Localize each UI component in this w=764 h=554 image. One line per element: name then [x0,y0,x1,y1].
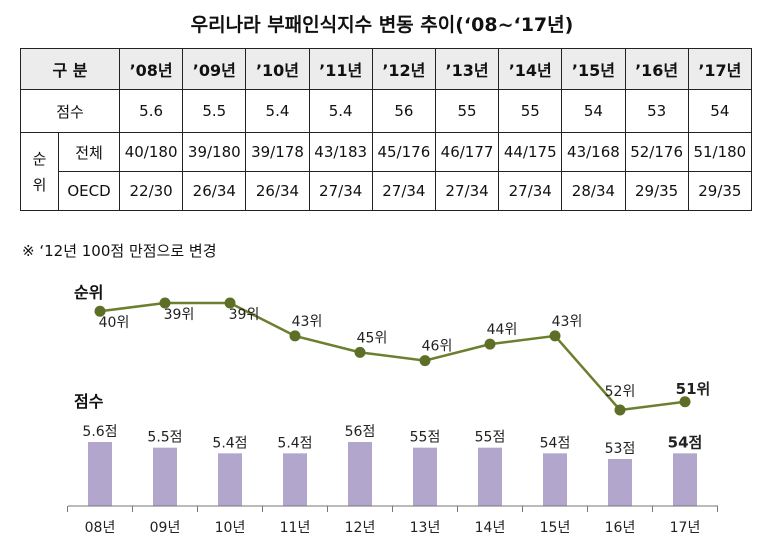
rank-label: 43위 [552,314,583,330]
rank-label: 45위 [357,330,388,346]
rank-line [99,301,686,412]
bar [283,453,307,506]
overall-label: 전체 [57,132,121,172]
rank-label: 51위 [676,380,711,398]
year-header: ’11년 [308,48,373,90]
bar-label: 55점 [475,430,506,446]
score-cell: 53 [624,89,689,133]
x-tick-label: 08년 [85,520,116,536]
rank-label: 39위 [164,307,195,323]
rank-label: 52위 [605,384,636,400]
overall-cell: 43/168 [561,132,626,172]
year-header: ’13년 [434,48,500,90]
rank-label-char: 위 [32,175,47,194]
oecd-cell: 27/34 [434,171,500,211]
overall-cell: 46/177 [434,132,500,172]
x-tick-label: 09년 [150,520,181,536]
score-cell: 5.4 [308,89,373,133]
x-tick-label: 10년 [215,520,246,536]
bar-label: 5.4점 [277,435,312,451]
rank-point [679,396,691,408]
line-series-title: 순위 [74,283,103,302]
bar [153,447,177,506]
table-row: OECD 22/30 26/34 26/34 27/34 27/34 27/34… [21,171,753,211]
rank-label: 43위 [292,314,323,330]
x-tick-label: 16년 [605,520,636,536]
bar-series-title: 점수 [74,392,104,411]
note-text: ※ ‘12년 100점 만점으로 변경 [22,242,217,260]
score-cell: 5.6 [119,89,184,133]
oecd-cell: 28/34 [561,171,626,211]
year-header: ’15년 [561,48,626,90]
oecd-cell: 27/34 [498,171,563,211]
rank-point [289,330,301,342]
year-header: ’17년 [687,48,753,90]
score-cell: 54 [561,89,626,133]
year-header: ’09년 [182,48,247,90]
overall-cell: 39/178 [245,132,310,172]
overall-cell: 52/176 [624,132,689,172]
bar [608,459,632,506]
overall-cell: 40/180 [119,132,184,172]
bar-label: 55점 [410,430,441,446]
rank-point [549,330,561,342]
oecd-cell: 27/34 [371,171,436,211]
bar-label: 5.5점 [147,430,182,446]
x-tick-label: 13년 [410,520,441,536]
rank-label: 40위 [99,315,130,331]
oecd-cell: 26/34 [182,171,247,211]
bar-label: 5.4점 [212,435,247,451]
ranking-table: 구 분 ’08년 ’09년 ’10년 ’11년 ’12년 ’13년 ’14년 ’… [19,48,753,211]
x-tick-label: 12년 [345,520,376,536]
rank-label: 39위 [229,307,260,323]
rank-point [224,297,236,309]
rank-label-char: 순 [32,149,47,168]
bar-label: 53점 [605,441,636,457]
x-tick-label: 17년 [670,520,701,536]
bar [88,442,112,506]
bar-label: 5.6점 [82,424,117,440]
oecd-cell: 29/35 [624,171,689,211]
bar [478,447,502,506]
overall-cell: 51/180 [687,132,753,172]
bar-label: 54점 [540,435,571,451]
bar [543,453,567,506]
rank-point [94,305,106,317]
rank-point [354,346,366,358]
year-header: ’16년 [624,48,689,90]
table-row: 순 위 전체 40/180 39/180 39/178 43/183 45/17… [20,132,753,211]
rank-point [419,355,431,367]
year-header: ’14년 [498,48,563,90]
year-header: ’10년 [245,48,310,90]
bar-label: 56점 [345,424,376,440]
overall-cell: 39/180 [182,132,247,172]
year-header: ’08년 [119,48,184,90]
rank-label: 44위 [487,322,518,338]
oecd-label: OECD [57,171,121,211]
rank-point [614,404,626,416]
page-title: 우리나라 부패인식지수 변동 추이(‘08~‘17년) [190,14,574,36]
bar-label: 54점 [668,433,703,451]
rank-label: 46위 [422,339,453,355]
bar [413,447,437,506]
oecd-cell: 26/34 [245,171,310,211]
score-cell: 55 [434,89,500,133]
score-label: 점수 [19,89,121,133]
rank-point [159,297,171,309]
rank-group-label: 순 위 [20,132,59,211]
x-tick-label: 11년 [280,520,311,536]
oecd-cell: 29/35 [687,171,753,211]
bar [348,442,372,506]
x-tick-label: 15년 [540,520,571,536]
bar [673,453,697,506]
oecd-cell: 27/34 [308,171,373,211]
overall-cell: 43/183 [308,132,373,172]
score-cell: 5.5 [182,89,247,133]
rank-point [484,338,496,350]
bar [218,453,242,506]
x-tick-label: 14년 [475,520,506,536]
table-header-row: 구 분 ’08년 ’09년 ’10년 ’11년 ’12년 ’13년 ’14년 ’… [19,48,753,90]
